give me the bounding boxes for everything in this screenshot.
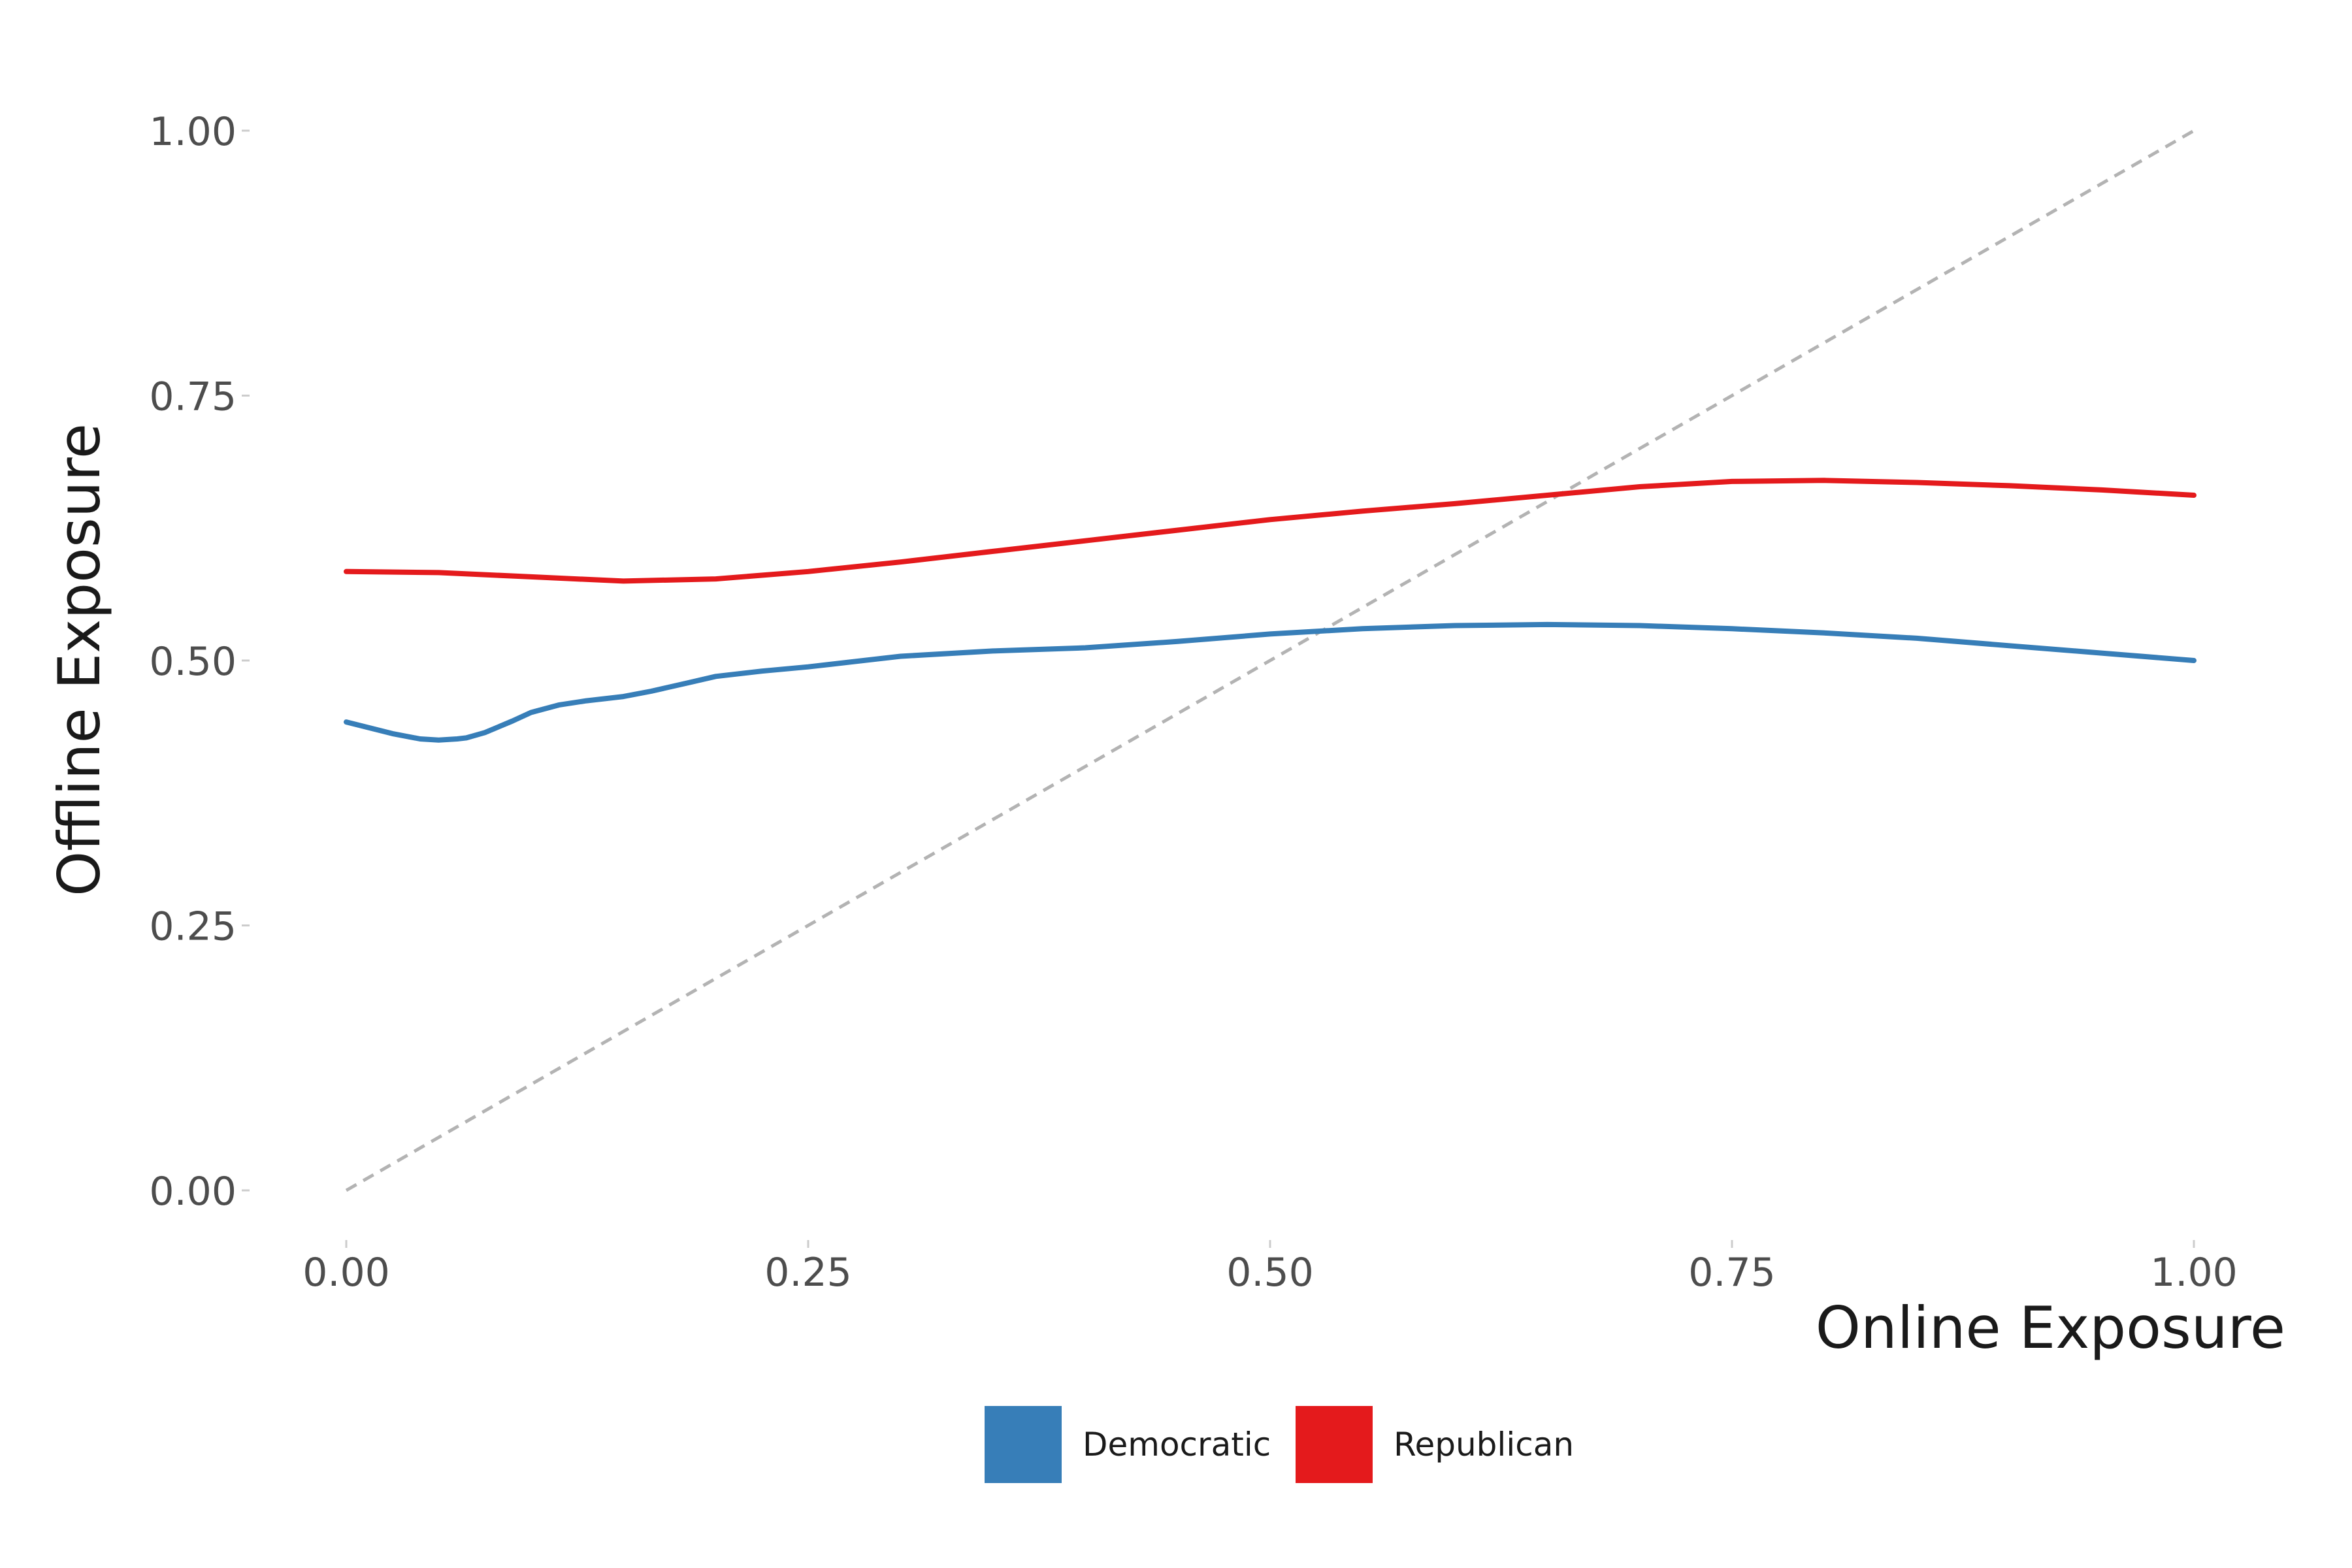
x-tick-label: 1.00: [2150, 1250, 2238, 1296]
x-tick-label: 0.50: [1226, 1250, 1314, 1296]
legend-label-republican: Republican: [1394, 1426, 1574, 1463]
legend-swatch-republican: [1296, 1406, 1373, 1483]
y-tick-label: 0.00: [149, 1169, 237, 1215]
series-line-republican: [344, 478, 2197, 584]
y-axis: 0.00 0.25 0.50 0.75 1.00: [149, 109, 250, 1215]
y-tick-label: 0.25: [149, 904, 237, 950]
reference-line-group: [345, 129, 2195, 1192]
legend-swatch-democratic: [985, 1406, 1062, 1483]
x-axis-title: Online Exposure: [1816, 1294, 2285, 1362]
series-group: [344, 478, 2197, 743]
legend-label-democratic: Democratic: [1083, 1426, 1271, 1463]
y-tick-label: 0.50: [149, 639, 237, 685]
y-axis-title: Offline Exposure: [46, 423, 113, 896]
x-axis: 0.00 0.25 0.50 0.75 1.00: [302, 1240, 2238, 1296]
y-tick-label: 1.00: [149, 109, 237, 155]
x-tick-label: 0.25: [764, 1250, 852, 1296]
reference-diagonal-line: [345, 129, 2195, 1192]
series-line-democratic: [344, 621, 2197, 743]
x-tick-label: 0.00: [302, 1250, 390, 1296]
legend: Democratic Republican: [985, 1406, 1574, 1483]
x-tick-label: 0.75: [1688, 1250, 1776, 1296]
y-tick-label: 0.75: [149, 374, 237, 420]
